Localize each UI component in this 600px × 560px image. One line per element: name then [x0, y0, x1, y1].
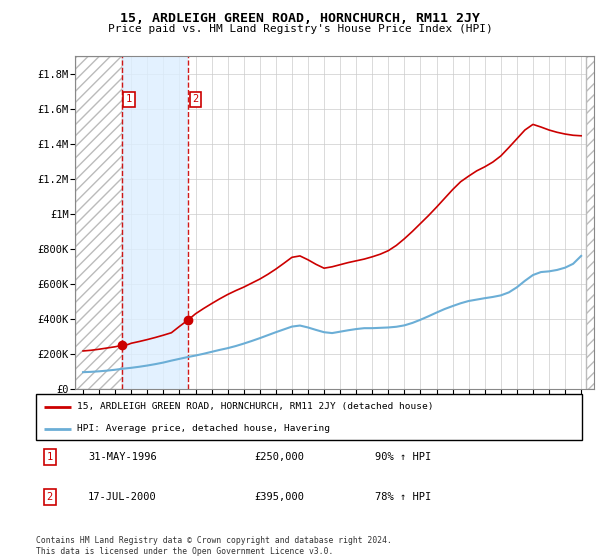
Text: 31-MAY-1996: 31-MAY-1996 [88, 452, 157, 463]
FancyBboxPatch shape [36, 394, 582, 440]
Text: Price paid vs. HM Land Registry's House Price Index (HPI): Price paid vs. HM Land Registry's House … [107, 24, 493, 34]
Text: 17-JUL-2000: 17-JUL-2000 [88, 492, 157, 502]
Text: 78% ↑ HPI: 78% ↑ HPI [374, 492, 431, 502]
Text: 1: 1 [126, 94, 132, 104]
Bar [586, 56, 599, 389]
Text: 1: 1 [47, 452, 53, 463]
Bar [122, 56, 188, 389]
Text: 15, ARDLEIGH GREEN ROAD, HORNCHURCH, RM11 2JY: 15, ARDLEIGH GREEN ROAD, HORNCHURCH, RM1… [120, 12, 480, 25]
Text: 90% ↑ HPI: 90% ↑ HPI [374, 452, 431, 463]
Text: 2: 2 [192, 94, 199, 104]
Text: £395,000: £395,000 [254, 492, 304, 502]
Text: £250,000: £250,000 [254, 452, 304, 463]
Bar [75, 56, 122, 389]
Text: HPI: Average price, detached house, Havering: HPI: Average price, detached house, Have… [77, 424, 330, 433]
Text: Contains HM Land Registry data © Crown copyright and database right 2024.
This d: Contains HM Land Registry data © Crown c… [36, 536, 392, 556]
Text: 2: 2 [47, 492, 53, 502]
Text: 15, ARDLEIGH GREEN ROAD, HORNCHURCH, RM11 2JY (detached house): 15, ARDLEIGH GREEN ROAD, HORNCHURCH, RM1… [77, 402, 433, 411]
